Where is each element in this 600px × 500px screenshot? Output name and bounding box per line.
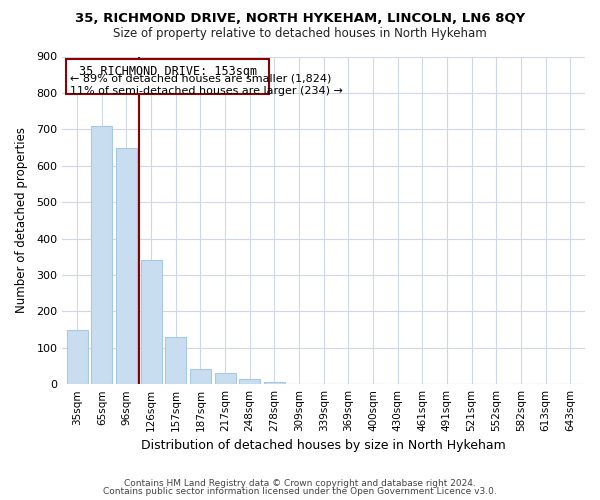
FancyBboxPatch shape [66, 60, 269, 94]
Bar [140, 260, 161, 384]
Text: Size of property relative to detached houses in North Hykeham: Size of property relative to detached ho… [113, 28, 487, 40]
Text: 11% of semi-detached houses are larger (234) →: 11% of semi-detached houses are larger (… [70, 86, 343, 96]
Text: Contains HM Land Registry data © Crown copyright and database right 2024.: Contains HM Land Registry data © Crown c… [124, 478, 476, 488]
Bar [165, 337, 186, 384]
Text: ← 89% of detached houses are smaller (1,824): ← 89% of detached houses are smaller (1,… [70, 74, 331, 84]
Bar [239, 378, 260, 384]
Bar [190, 369, 211, 384]
Text: Contains public sector information licensed under the Open Government Licence v3: Contains public sector information licen… [103, 487, 497, 496]
Y-axis label: Number of detached properties: Number of detached properties [15, 128, 28, 314]
Text: 35, RICHMOND DRIVE, NORTH HYKEHAM, LINCOLN, LN6 8QY: 35, RICHMOND DRIVE, NORTH HYKEHAM, LINCO… [75, 12, 525, 26]
Bar [116, 148, 137, 384]
X-axis label: Distribution of detached houses by size in North Hykeham: Distribution of detached houses by size … [141, 440, 506, 452]
Bar [91, 126, 112, 384]
Bar [67, 330, 88, 384]
Bar [264, 382, 285, 384]
Bar [215, 374, 236, 384]
Text: 35 RICHMOND DRIVE: 153sqm: 35 RICHMOND DRIVE: 153sqm [79, 64, 257, 78]
